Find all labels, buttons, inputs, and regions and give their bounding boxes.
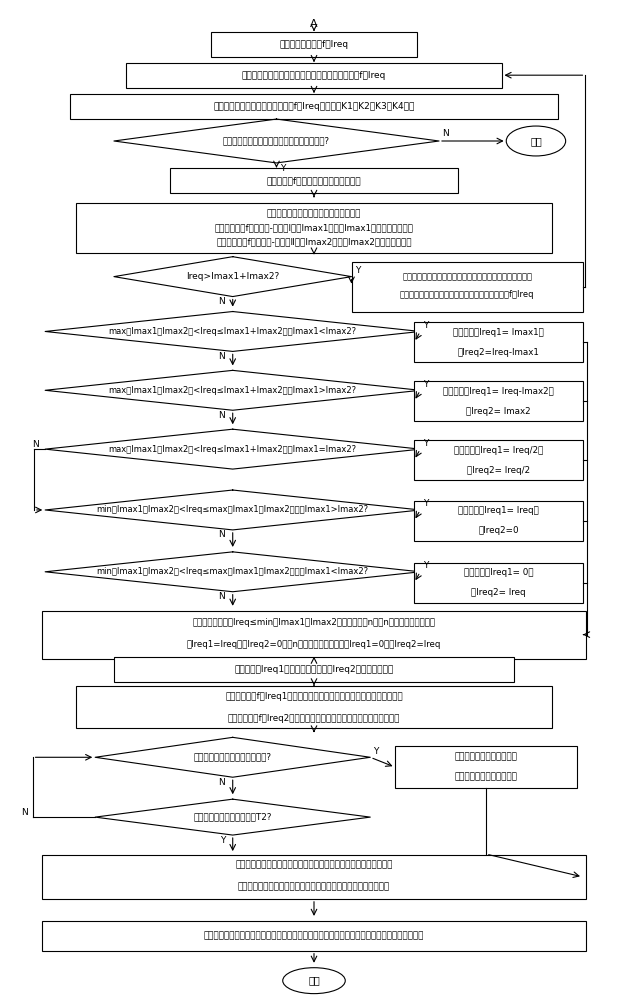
Text: 控制系统使Ireq1= Ireq-Imax2，: 控制系统使Ireq1= Ireq-Imax2， — [443, 387, 554, 396]
Text: 控制系统将f发送给电机系统和充电系统: 控制系统将f发送给电机系统和充电系统 — [267, 176, 361, 185]
Text: Y: Y — [423, 439, 428, 448]
Text: 使Ireq2= Ireq/2: 使Ireq2= Ireq/2 — [467, 466, 530, 475]
Text: 电池管理系统向控制系统发送脉冲加热开启请求、f和Ireq: 电池管理系统向控制系统发送脉冲加热开启请求、f和Ireq — [242, 71, 386, 80]
FancyBboxPatch shape — [70, 94, 558, 119]
Text: max（Imax1，Imax2）<Ireq≤Imax1+Imax2，且Imax1=Imax2?: max（Imax1，Imax2）<Ireq≤Imax1+Imax2，且Imax1… — [109, 445, 357, 454]
Text: min（Imax1，Imax2）<Ireq≤max（Imax1，Imax2），且Imax1<Imax2?: min（Imax1，Imax2）<Ireq≤max（Imax1，Imax2），且… — [97, 567, 369, 576]
Text: N: N — [219, 411, 225, 420]
FancyBboxPatch shape — [42, 855, 586, 899]
Text: Y: Y — [220, 836, 225, 845]
Text: 使Ireq2=0: 使Ireq2=0 — [478, 526, 519, 535]
Text: N: N — [21, 808, 28, 817]
Text: 电池管理系统向控制系统发送脉冲加热停止请求，控制系统在收到脉: 电池管理系统向控制系统发送脉冲加热停止请求，控制系统在收到脉 — [236, 860, 392, 869]
Text: 命令给电机系统和充电系统: 命令给电机系统和充电系统 — [455, 773, 517, 782]
Text: Y: Y — [423, 321, 428, 330]
Text: Y: Y — [372, 747, 378, 756]
Text: 使Ireq2=Ireq-Imax1: 使Ireq2=Ireq-Imax1 — [458, 348, 539, 357]
FancyBboxPatch shape — [414, 563, 583, 603]
FancyBboxPatch shape — [211, 32, 417, 57]
FancyBboxPatch shape — [77, 203, 551, 253]
Text: N: N — [442, 129, 448, 138]
Text: 结束: 结束 — [308, 976, 320, 986]
FancyBboxPatch shape — [42, 921, 586, 951]
FancyBboxPatch shape — [42, 611, 586, 659]
FancyBboxPatch shape — [114, 657, 514, 682]
Text: 冲加热停止请求时，发送脉冲加热停止命令给电机系统和充电系统: 冲加热停止请求时，发送脉冲加热停止命令给电机系统和充电系统 — [238, 882, 390, 891]
Text: 控制系统使Ireq1= Ireq，: 控制系统使Ireq1= Ireq， — [458, 506, 539, 515]
Text: N: N — [219, 530, 225, 539]
FancyBboxPatch shape — [170, 168, 458, 193]
Text: A: A — [310, 19, 318, 29]
Text: 控制系统将Ireq1发送给电机系统，将Ireq2发送给充电系统: 控制系统将Ireq1发送给电机系统，将Ireq2发送给充电系统 — [234, 665, 394, 674]
FancyBboxPatch shape — [352, 262, 583, 312]
Text: 控制系统使Ireq1= 0，: 控制系统使Ireq1= 0， — [463, 568, 533, 577]
Text: 使Ireq1=Ireq，使Ireq2=0；当n为偶数时，控制系统使Ireq1=0，使Ireq2=Ireq: 使Ireq1=Ireq，使Ireq2=0；当n为偶数时，控制系统使Ireq1=0… — [187, 640, 441, 649]
Text: N: N — [219, 297, 225, 306]
FancyBboxPatch shape — [126, 63, 502, 88]
Text: 使Ireq2= Ireq: 使Ireq2= Ireq — [471, 588, 526, 597]
Text: 充电系统根据f和Ireq2输出对应的电流波形，给动力电池进行脉冲加热: 充电系统根据f和Ireq2输出对应的电流波形，给动力电池进行脉冲加热 — [228, 714, 400, 723]
Text: N: N — [219, 592, 225, 601]
FancyBboxPatch shape — [414, 381, 583, 421]
Text: 电机系统根据f查询频率-电流表Ⅰ得到Imax1，并将Imax1反馈给控制系统；: 电机系统根据f查询频率-电流表Ⅰ得到Imax1，并将Imax1反馈给控制系统； — [215, 223, 413, 232]
Ellipse shape — [506, 126, 566, 156]
Text: N: N — [219, 352, 225, 361]
Text: max（Imax1，Imax2）<Ireq≤Imax1+Imax2，且Imax1<Imax2?: max（Imax1，Imax2）<Ireq≤Imax1+Imax2，且Imax1… — [109, 327, 357, 336]
Ellipse shape — [283, 968, 345, 994]
Text: 结束: 结束 — [530, 136, 542, 146]
Text: 控制系统发送脉冲加热停止: 控制系统发送脉冲加热停止 — [455, 753, 517, 762]
Text: 使Ireq2= Imax2: 使Ireq2= Imax2 — [466, 407, 531, 416]
Text: max（Imax1，Imax2）<Ireq≤Imax1+Imax2，且Imax1>Imax2?: max（Imax1，Imax2）<Ireq≤Imax1+Imax2，且Imax1… — [109, 386, 357, 395]
Text: Y: Y — [423, 499, 428, 508]
Text: min（Imax1，Imax2）<Ireq≤max（Imax1，Imax2），且Imax1>Imax2?: min（Imax1，Imax2）<Ireq≤max（Imax1，Imax2），且… — [97, 505, 369, 514]
Text: 电机系统和充电系统在收到脉冲加热停止命令后停止输出对应的电流波形，并退出脉冲加热模式: 电机系统和充电系统在收到脉冲加热停止命令后停止输出对应的电流波形，并退出脉冲加热… — [203, 931, 425, 940]
Text: 控制系统使Ireq1= Imax1，: 控制系统使Ireq1= Imax1， — [453, 328, 544, 337]
Text: Ireq>Imax1+Imax2?: Ireq>Imax1+Imax2? — [186, 272, 279, 281]
Text: 控制系统记录满足Ireq≤min（Imax1，Imax2）的累计次数n；当n为奇数时，控制系统: 控制系统记录满足Ireq≤min（Imax1，Imax2）的累计次数n；当n为奇… — [193, 618, 435, 627]
Text: 电机系统和充电系统进入脉冲加热模式；: 电机系统和充电系统进入脉冲加热模式； — [267, 209, 361, 218]
FancyBboxPatch shape — [414, 501, 583, 541]
Text: 车辆处于高压驻车状态且不存在脉冲加热故障?: 车辆处于高压驻车状态且不存在脉冲加热故障? — [223, 136, 330, 145]
Text: N: N — [32, 440, 39, 449]
FancyBboxPatch shape — [395, 746, 577, 788]
Text: 控制系统收到脉冲加热开启请求、f和Ireq后，控制K1、K2、K3、K4闭合: 控制系统收到脉冲加热开启请求、f和Ireq后，控制K1、K2、K3、K4闭合 — [214, 102, 414, 111]
Text: 车辆行驶或者出现脉冲加热故障?: 车辆行驶或者出现脉冲加热故障? — [193, 753, 272, 762]
Text: 控制系统向电池管理系统发出电流超出幅值错误提示，电池: 控制系统向电池管理系统发出电流超出幅值错误提示，电池 — [402, 272, 532, 281]
Text: 控制系统使Ireq1= Ireq/2，: 控制系统使Ireq1= Ireq/2， — [454, 446, 543, 455]
Text: 电池管理系统确定f和Ireq: 电池管理系统确定f和Ireq — [279, 40, 349, 49]
Text: 电机系统根据f和Ireq1输出对应的电流波形，给动力电池进行脉冲加热；: 电机系统根据f和Ireq1输出对应的电流波形，给动力电池进行脉冲加热； — [225, 692, 403, 701]
Text: Y: Y — [423, 380, 428, 389]
FancyBboxPatch shape — [414, 322, 583, 362]
Text: 充电系统根据f查询频率-电流表Ⅱ得到Imax2，并将Imax2反馈给控制系统: 充电系统根据f查询频率-电流表Ⅱ得到Imax2，并将Imax2反馈给控制系统 — [216, 237, 412, 246]
Text: N: N — [219, 778, 225, 787]
Text: Y: Y — [423, 561, 428, 570]
FancyBboxPatch shape — [414, 440, 583, 480]
Text: 管理系统收到电流超出幅值错误提示后，重新确定f和Ireq: 管理系统收到电流超出幅值错误提示后，重新确定f和Ireq — [400, 290, 534, 299]
Text: 动力电池的温度大于或等于T2?: 动力电池的温度大于或等于T2? — [193, 813, 272, 822]
FancyBboxPatch shape — [77, 686, 551, 728]
Text: Y: Y — [355, 266, 360, 275]
Text: Y: Y — [280, 164, 286, 173]
